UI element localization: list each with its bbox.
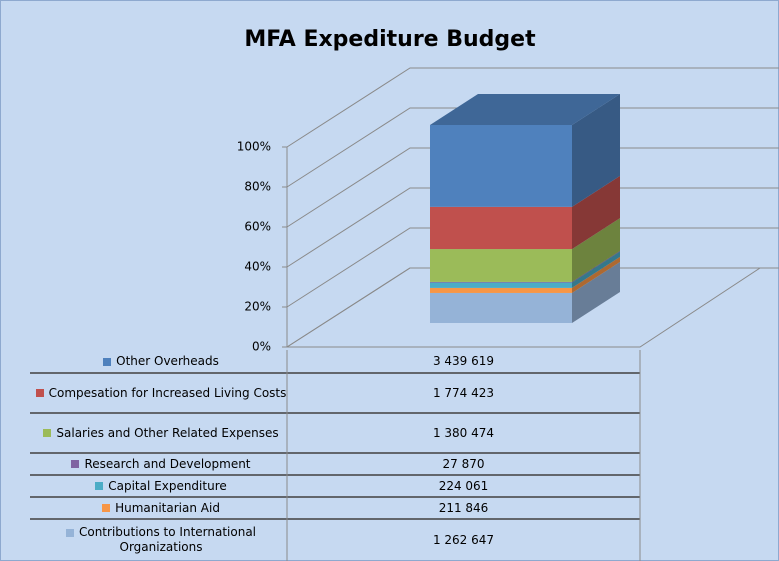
grid-line <box>286 267 779 348</box>
bar-front <box>430 287 572 293</box>
legend-swatch <box>102 504 111 512</box>
legend-swatch <box>65 528 74 537</box>
y-tick-label: 80% <box>244 180 271 194</box>
legend-label: Capital Expenditure <box>108 478 227 493</box>
grid-line <box>286 147 779 228</box>
grid-line <box>286 67 779 148</box>
bar-front <box>430 292 572 323</box>
table-value: 27 870 <box>442 456 485 471</box>
bar-side <box>572 94 620 207</box>
legend-entry: Salaries and Other Related Expenses <box>30 413 292 453</box>
legend-swatch <box>103 357 112 366</box>
legend-label: Other Overheads <box>116 354 219 368</box>
legend-text: Salaries and Other Related Expenses <box>43 425 279 441</box>
legend-label: Compesation for Increased Living Costs <box>48 385 287 400</box>
legend-text: Research and Development <box>71 456 251 472</box>
legend-label: Humanitarian Aid <box>115 500 220 515</box>
legend-entry: Contributions to International Organizat… <box>30 519 292 561</box>
bar-side <box>572 256 620 293</box>
grid-line <box>286 227 779 308</box>
legend-label: Salaries and Other Related Expenses <box>56 425 279 440</box>
table-value: 1 380 474 <box>432 425 495 440</box>
legend-text: Contributions to International Organizat… <box>30 525 292 555</box>
y-tick-label: 60% <box>244 220 271 234</box>
grid-line <box>286 187 779 268</box>
y-tick-label: 100% <box>237 140 271 154</box>
legend-entry: Capital Expenditure <box>30 475 292 497</box>
legend-entry: Humanitarian Aid <box>30 497 292 519</box>
legend-swatch <box>71 460 80 468</box>
bar-side <box>572 261 620 323</box>
legend-text: Capital Expenditure <box>95 479 227 494</box>
legend-swatch <box>35 389 44 397</box>
bar-front <box>430 281 572 283</box>
table-value: 1 774 423 <box>432 385 495 400</box>
chart-title: MFA Expediture Budget <box>244 27 536 52</box>
legend-entry: Research and Development <box>30 453 292 475</box>
bar-front <box>430 249 572 282</box>
y-tick-label: 20% <box>244 300 271 314</box>
bar-top <box>430 94 620 125</box>
bar-front <box>430 206 572 250</box>
legend-entry: Other Overheads <box>30 350 292 373</box>
grid-line <box>286 107 779 188</box>
legend-label: Research and Development <box>84 456 251 471</box>
table-value: 1 262 647 <box>432 532 495 547</box>
legend-swatch <box>95 482 104 490</box>
y-tick-label: 0% <box>252 340 271 354</box>
bar-side <box>572 251 620 288</box>
table-value: 211 846 <box>438 500 489 515</box>
legend-swatch <box>43 429 52 437</box>
table-value: 3 439 619 <box>432 354 495 368</box>
legend-text: Other Overheads <box>103 354 219 369</box>
legend-text: Humanitarian Aid <box>102 501 220 516</box>
bar-front <box>430 125 572 207</box>
y-tick-label: 40% <box>244 260 271 274</box>
bar-side <box>572 218 620 282</box>
table-value: 224 061 <box>438 478 489 493</box>
legend-label: Contributions to International Organizat… <box>78 525 257 554</box>
bar-front <box>430 282 572 288</box>
legend-entry: Compesation for Increased Living Costs <box>30 373 292 413</box>
legend-text: Compesation for Increased Living Costs <box>35 385 287 401</box>
bar-side <box>572 175 620 250</box>
bar-side <box>572 250 620 283</box>
